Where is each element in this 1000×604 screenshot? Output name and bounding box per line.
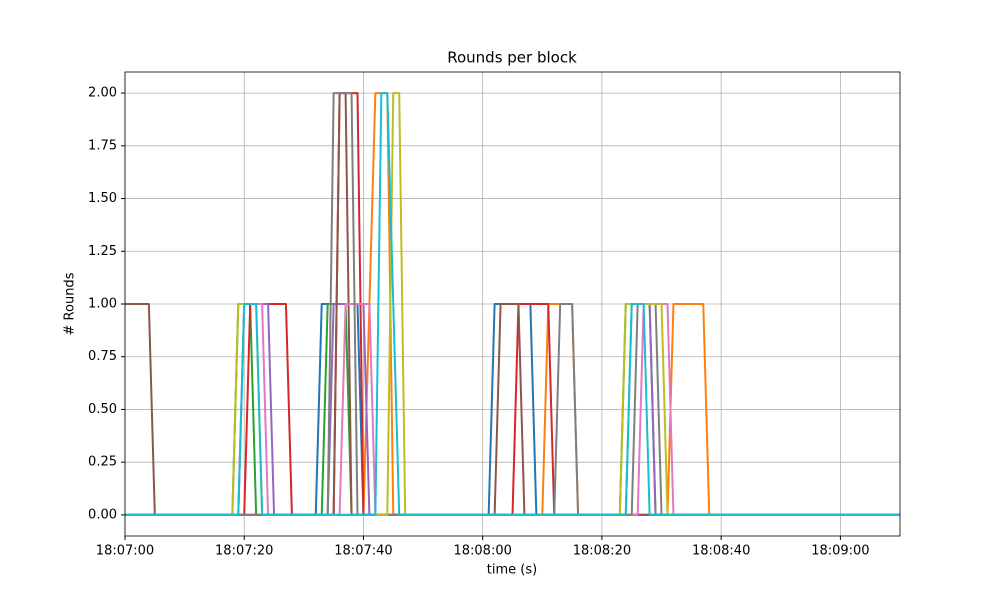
chart-title: Rounds per block xyxy=(447,49,577,67)
series-line xyxy=(125,92,900,516)
x-tick-label: 18:08:20 xyxy=(573,544,631,559)
y-tick-label: 0.00 xyxy=(88,507,117,522)
x-tick-label: 18:07:20 xyxy=(215,544,273,559)
y-tick-label: 0.25 xyxy=(88,455,117,470)
y-tick-label: 0.75 xyxy=(88,349,117,364)
plot-frame xyxy=(124,71,901,537)
x-tick-label: 18:08:40 xyxy=(692,544,750,559)
y-axis-label: # Rounds xyxy=(63,272,78,335)
y-tick-label: 2.00 xyxy=(88,86,117,101)
x-tick-label: 18:07:00 xyxy=(96,544,154,559)
x-axis-label: time (s) xyxy=(487,563,537,578)
y-tick-label: 0.50 xyxy=(88,402,117,417)
y-tick-label: 1.50 xyxy=(88,191,117,206)
y-tick-label: 1.75 xyxy=(88,138,117,153)
series-line xyxy=(125,92,900,516)
x-tick-label: 18:09:00 xyxy=(811,544,869,559)
x-tick-label: 18:07:40 xyxy=(334,544,392,559)
y-tick-label: 1.25 xyxy=(88,244,117,259)
y-tick-label: 1.00 xyxy=(88,297,117,312)
x-tick-label: 18:08:00 xyxy=(453,544,511,559)
